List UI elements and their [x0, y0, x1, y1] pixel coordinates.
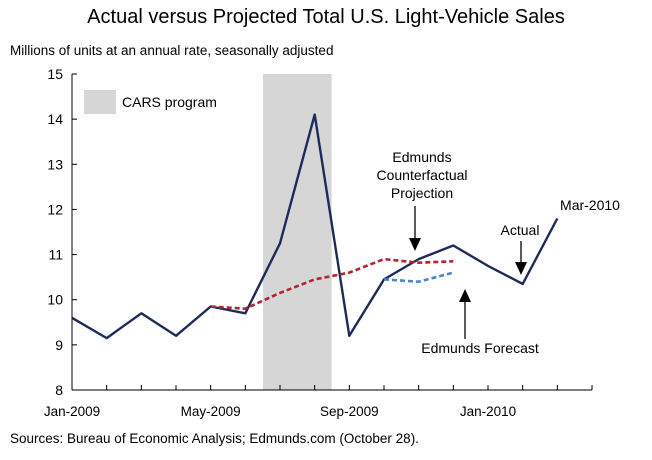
x-tick-label: Jan-2010 [460, 404, 516, 419]
forecast-label: Edmunds Forecast [421, 340, 539, 356]
actual-arrow-head [515, 262, 527, 275]
y-tick-label: 14 [47, 111, 63, 127]
cars-legend-label: CARS program [122, 94, 217, 110]
x-tick-label: Jan-2009 [44, 404, 100, 419]
y-tick-label: 9 [55, 337, 63, 353]
x-tick-label: May-2009 [181, 404, 241, 419]
chart-subtitle: Millions of units at an annual rate, sea… [10, 43, 334, 58]
cars-program-shading [263, 74, 332, 390]
y-tick-label: 15 [47, 66, 63, 82]
actual-line [71, 113, 559, 340]
forecast-arrow-head [459, 289, 471, 302]
y-tick-label: 13 [47, 156, 63, 172]
chart-source: Sources: Bureau of Economic Analysis; Ed… [10, 431, 419, 446]
x-tick-label: Sep-2009 [320, 404, 379, 419]
cars-legend-swatch [84, 90, 116, 114]
counterfactual-label: Projection [391, 185, 453, 201]
edmunds-forecast-line [383, 271, 454, 284]
counterfactual-label: Counterfactual [376, 167, 467, 183]
y-tick-label: 8 [55, 382, 63, 398]
counterfactual-projection-line [210, 257, 454, 311]
mar-2010-label: Mar-2010 [560, 197, 620, 213]
y-tick-label: 12 [47, 201, 63, 217]
actual-label: Actual [501, 222, 540, 238]
chart-title: Actual versus Projected Total U.S. Light… [87, 6, 565, 28]
counterfactual-arrow-head [409, 238, 421, 251]
counterfactual-label: Edmunds [392, 149, 451, 165]
y-tick-label: 11 [48, 247, 63, 263]
y-tick-label: 10 [47, 292, 63, 308]
